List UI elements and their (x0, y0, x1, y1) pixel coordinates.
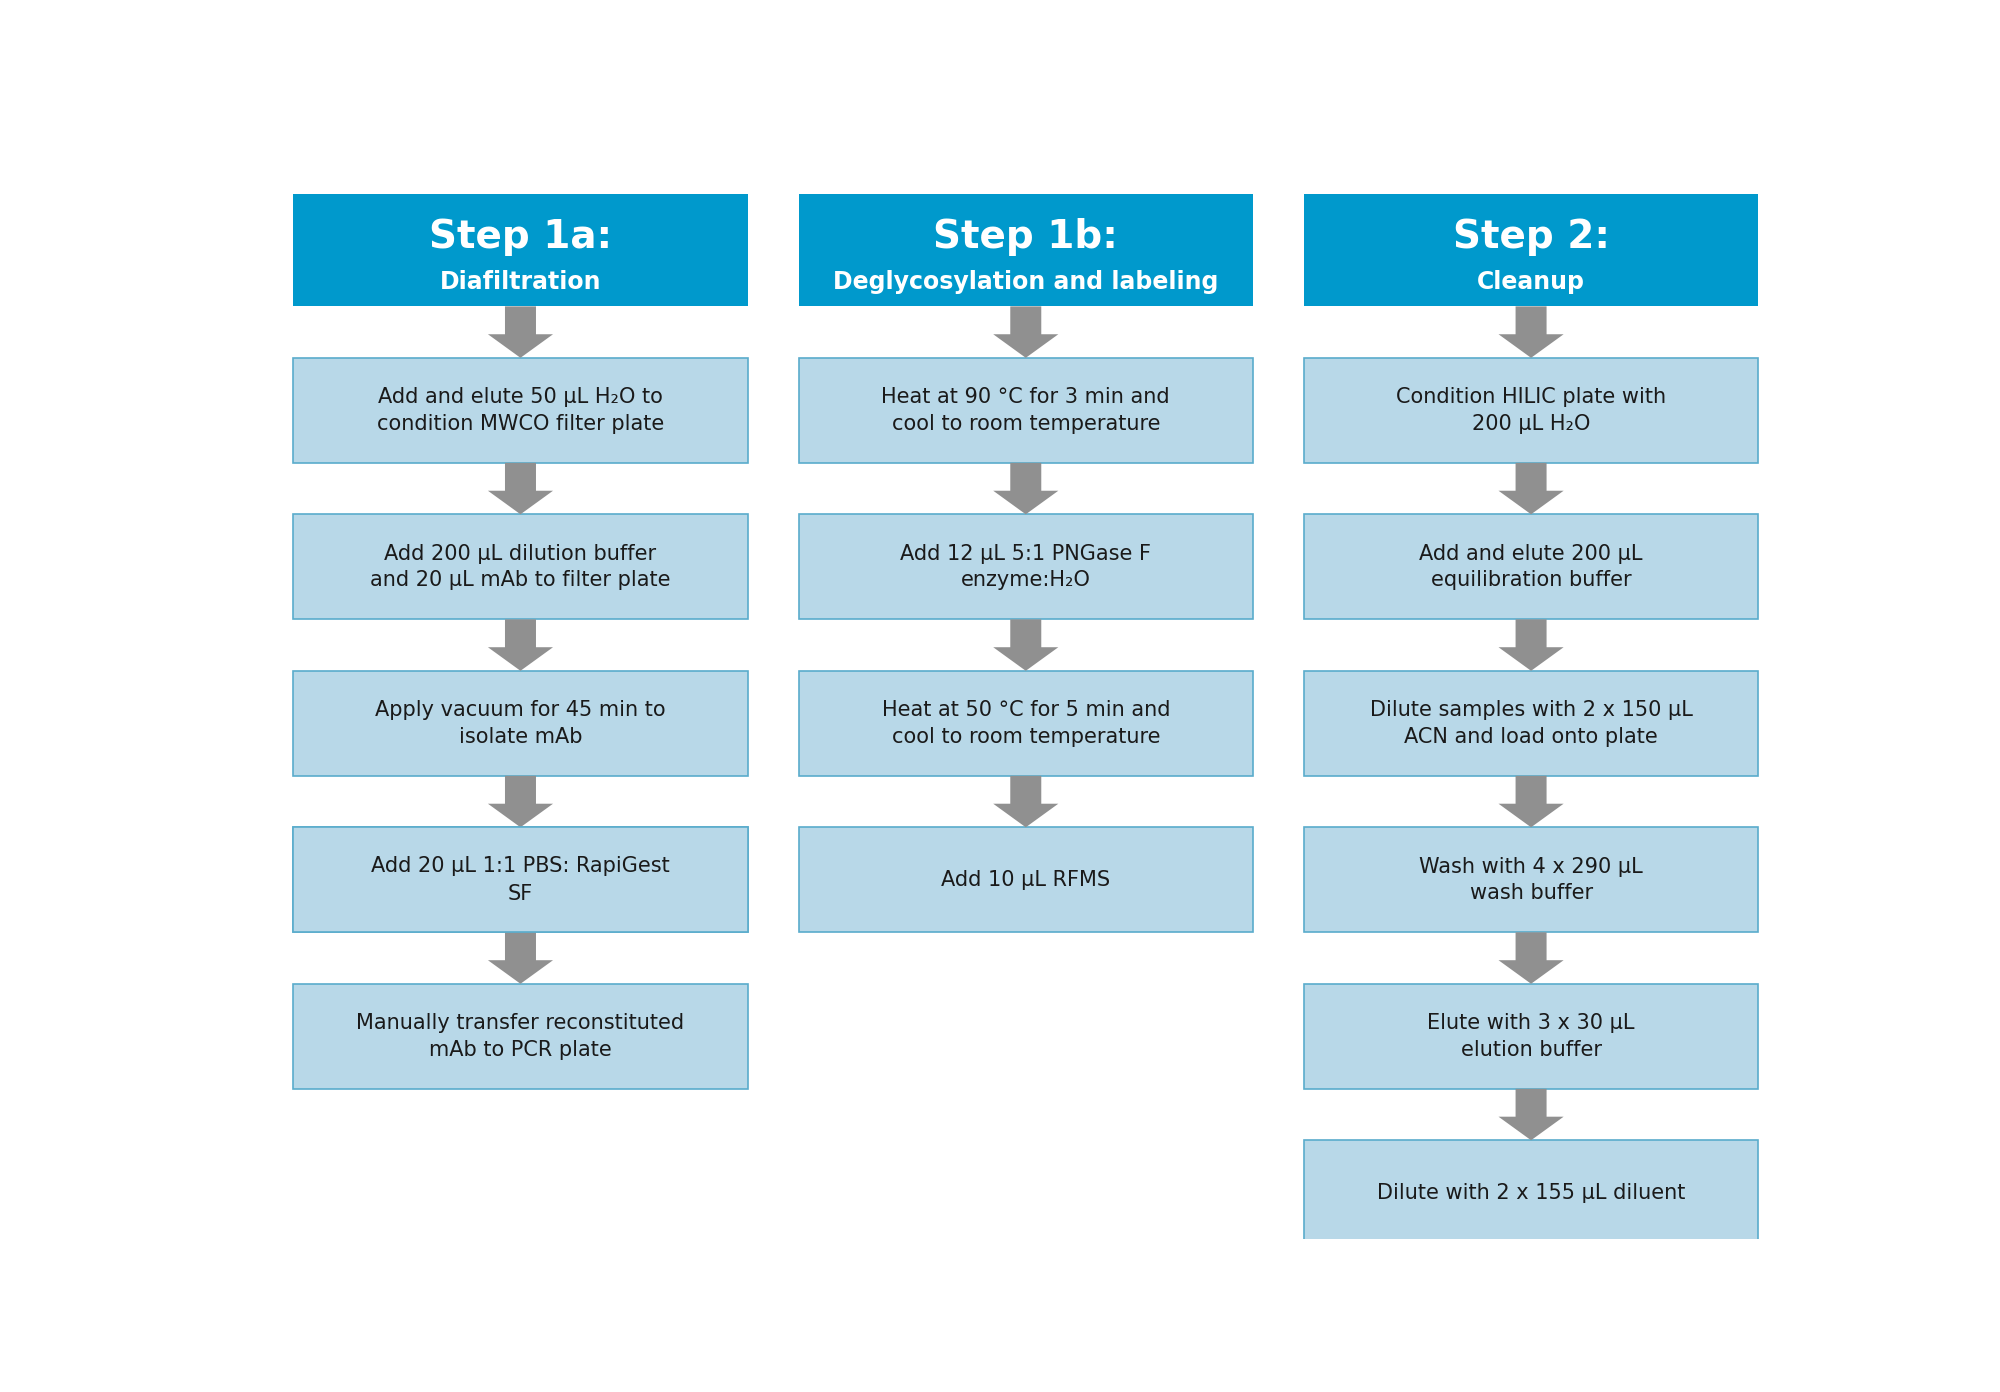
Polygon shape (994, 306, 1058, 358)
Text: Add and elute 50 μL H₂O to
condition MWCO filter plate: Add and elute 50 μL H₂O to condition MWC… (376, 387, 664, 433)
FancyBboxPatch shape (1304, 827, 1758, 933)
Text: Dilute samples with 2 x 150 μL
ACN and load onto plate: Dilute samples with 2 x 150 μL ACN and l… (1370, 700, 1692, 746)
FancyBboxPatch shape (1304, 1140, 1758, 1246)
Polygon shape (1498, 464, 1564, 514)
Polygon shape (1498, 619, 1564, 671)
FancyBboxPatch shape (294, 514, 748, 619)
Polygon shape (1498, 1089, 1564, 1140)
Polygon shape (488, 464, 554, 514)
Polygon shape (1498, 306, 1564, 358)
Text: Add 12 μL 5:1 PNGase F
enzyme:H₂O: Add 12 μL 5:1 PNGase F enzyme:H₂O (900, 544, 1152, 590)
Polygon shape (994, 464, 1058, 514)
Polygon shape (994, 775, 1058, 827)
Text: Manually transfer reconstituted
mAb to PCR plate: Manually transfer reconstituted mAb to P… (356, 1013, 684, 1059)
Polygon shape (1498, 933, 1564, 984)
Polygon shape (488, 306, 554, 358)
FancyBboxPatch shape (294, 827, 748, 933)
Text: Dilute with 2 x 155 μL diluent: Dilute with 2 x 155 μL diluent (1376, 1183, 1686, 1203)
FancyBboxPatch shape (294, 827, 748, 933)
FancyBboxPatch shape (294, 984, 748, 1089)
FancyBboxPatch shape (798, 358, 1252, 464)
FancyBboxPatch shape (798, 514, 1252, 619)
FancyBboxPatch shape (294, 358, 748, 464)
FancyBboxPatch shape (798, 671, 1252, 775)
Text: Apply vacuum for 45 min to
isolate mAb: Apply vacuum for 45 min to isolate mAb (376, 700, 666, 746)
Text: Elute with 3 x 30 μL
elution buffer: Elute with 3 x 30 μL elution buffer (1428, 1013, 1634, 1059)
Text: Step 1b:: Step 1b: (934, 217, 1118, 256)
Text: Add 200 μL dilution buffer
and 20 μL mAb to filter plate: Add 200 μL dilution buffer and 20 μL mAb… (370, 544, 670, 590)
FancyBboxPatch shape (798, 827, 1252, 933)
Polygon shape (488, 775, 554, 827)
Text: Wash with 4 x 290 μL
wash buffer: Wash with 4 x 290 μL wash buffer (1420, 856, 1642, 903)
Text: Cleanup: Cleanup (1478, 270, 1586, 294)
FancyBboxPatch shape (1304, 984, 1758, 1089)
Text: Add 20 μL 1:1 PBS: RapiGest: Add 20 μL 1:1 PBS: RapiGest (372, 856, 670, 876)
FancyBboxPatch shape (1304, 514, 1758, 619)
FancyBboxPatch shape (1304, 671, 1758, 775)
Text: Add 20 μL 1:1 PBS: RapiGest: Add 20 μL 1:1 PBS: RapiGest (372, 856, 670, 876)
Polygon shape (488, 933, 554, 984)
Text: Diafiltration: Diafiltration (440, 270, 602, 294)
Text: Heat at 90 °C for 3 min and
cool to room temperature: Heat at 90 °C for 3 min and cool to room… (882, 387, 1170, 433)
Text: Add and elute 200 μL
equilibration buffer: Add and elute 200 μL equilibration buffe… (1420, 544, 1642, 590)
Text: Step 2:: Step 2: (1452, 217, 1610, 256)
FancyBboxPatch shape (1304, 193, 1758, 306)
Text: Deglycosylation and labeling: Deglycosylation and labeling (834, 270, 1218, 294)
FancyBboxPatch shape (294, 193, 748, 306)
FancyBboxPatch shape (798, 193, 1252, 306)
Text: Add 10 μL RFMS: Add 10 μL RFMS (942, 870, 1110, 889)
Text: SF: SF (508, 884, 534, 903)
Polygon shape (994, 619, 1058, 671)
FancyBboxPatch shape (1304, 358, 1758, 464)
Text: Step 1a:: Step 1a: (428, 217, 612, 256)
FancyBboxPatch shape (294, 671, 748, 775)
Text: Heat at 50 °C for 5 min and
cool to room temperature: Heat at 50 °C for 5 min and cool to room… (882, 700, 1170, 746)
Polygon shape (1498, 775, 1564, 827)
Text: SF: SF (508, 884, 534, 903)
Text: Condition HILIC plate with
200 μL H₂O: Condition HILIC plate with 200 μL H₂O (1396, 387, 1666, 433)
Polygon shape (488, 619, 554, 671)
